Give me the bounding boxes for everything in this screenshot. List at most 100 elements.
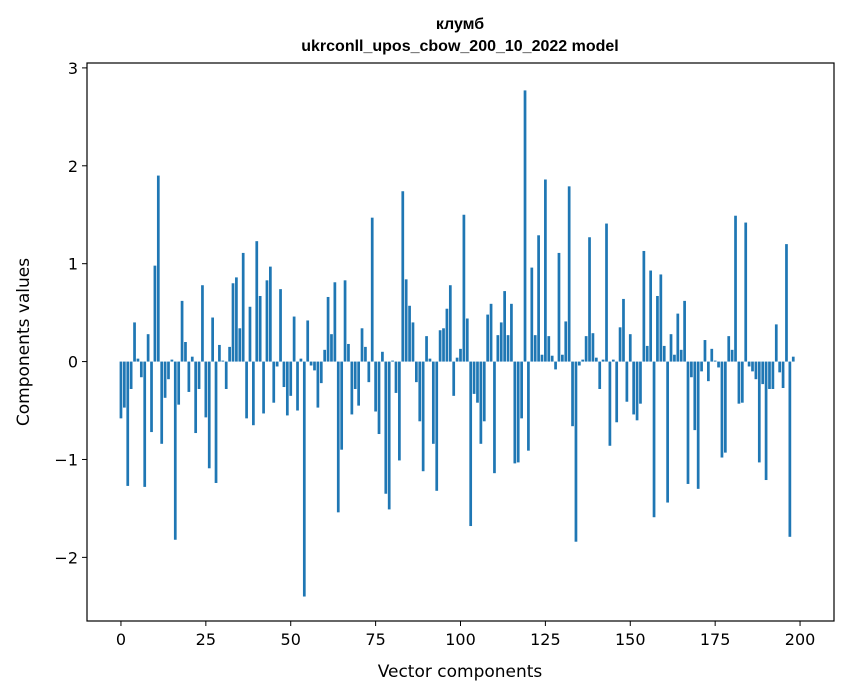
bar [707, 361, 710, 382]
bar [625, 361, 629, 402]
bar [313, 361, 316, 371]
bar [690, 361, 693, 378]
bar [153, 265, 157, 362]
bar [285, 361, 289, 416]
bar [258, 295, 262, 362]
bar [520, 361, 523, 419]
bar [289, 361, 293, 396]
bar [435, 361, 439, 491]
bar [299, 358, 303, 362]
bar [737, 361, 741, 404]
bar [727, 336, 731, 362]
bar [197, 361, 201, 389]
bar [184, 342, 187, 362]
bar [146, 334, 150, 362]
bar [676, 313, 680, 362]
bar [493, 361, 496, 474]
bar [642, 250, 646, 362]
bar [306, 320, 310, 362]
bar [404, 279, 408, 362]
bar [136, 358, 140, 362]
bar [567, 186, 571, 362]
y-tick-label: −2 [54, 548, 78, 567]
bar [557, 252, 561, 362]
bar [252, 361, 255, 426]
bar [622, 298, 625, 362]
bar [455, 357, 459, 362]
bar [370, 217, 374, 362]
bar [564, 321, 568, 362]
bar [279, 289, 282, 362]
bar [659, 274, 663, 362]
bar [418, 361, 422, 422]
bar [265, 280, 269, 362]
bar [201, 285, 204, 362]
bar [282, 361, 286, 388]
bar [421, 361, 425, 472]
bar [757, 361, 761, 463]
bar [340, 361, 344, 450]
bar [544, 179, 547, 362]
bar [167, 361, 170, 380]
bar [347, 343, 350, 362]
bar [513, 361, 517, 464]
bar [221, 360, 225, 362]
bar [472, 361, 476, 394]
bar [506, 335, 510, 362]
bar [336, 361, 340, 513]
bar [343, 280, 347, 362]
bar [628, 334, 632, 362]
x-axis-label: Vector components [378, 662, 543, 682]
bar [353, 361, 357, 389]
bar [262, 361, 265, 414]
bar [255, 241, 259, 362]
y-tick-label: 2 [68, 157, 78, 176]
bar [248, 306, 252, 362]
bar [533, 335, 537, 362]
bar [574, 361, 578, 542]
bar [584, 336, 588, 362]
bar [143, 361, 147, 487]
bar [666, 361, 669, 503]
bar [530, 267, 534, 362]
bar [662, 345, 666, 362]
bar [591, 333, 595, 362]
bar [139, 361, 143, 378]
bar [686, 361, 690, 484]
bar [387, 361, 391, 510]
bar [408, 305, 411, 362]
bar [571, 361, 574, 427]
bar [452, 361, 456, 396]
bar [774, 324, 778, 362]
bar [673, 354, 676, 362]
bar [394, 361, 398, 393]
bar [734, 215, 737, 362]
bar [710, 348, 714, 362]
bar [302, 361, 306, 597]
bar [781, 361, 785, 389]
bar [791, 356, 795, 362]
bar [292, 316, 296, 362]
bar [683, 300, 686, 362]
bar [465, 318, 469, 362]
bar [445, 308, 449, 362]
bar [788, 361, 792, 537]
bar [656, 295, 659, 362]
bar [194, 361, 198, 434]
bar [540, 354, 544, 362]
bar [754, 361, 758, 380]
bar [428, 358, 432, 362]
bar [785, 244, 788, 362]
bar [639, 361, 642, 404]
bar [669, 334, 673, 362]
bar [605, 223, 608, 362]
bar [469, 361, 473, 527]
bar [476, 361, 479, 403]
bar [245, 361, 248, 419]
bar [391, 360, 394, 362]
plot-frame [86, 62, 835, 622]
bar [431, 361, 435, 444]
bar [425, 336, 428, 362]
bar [309, 361, 313, 366]
bar [228, 346, 231, 362]
